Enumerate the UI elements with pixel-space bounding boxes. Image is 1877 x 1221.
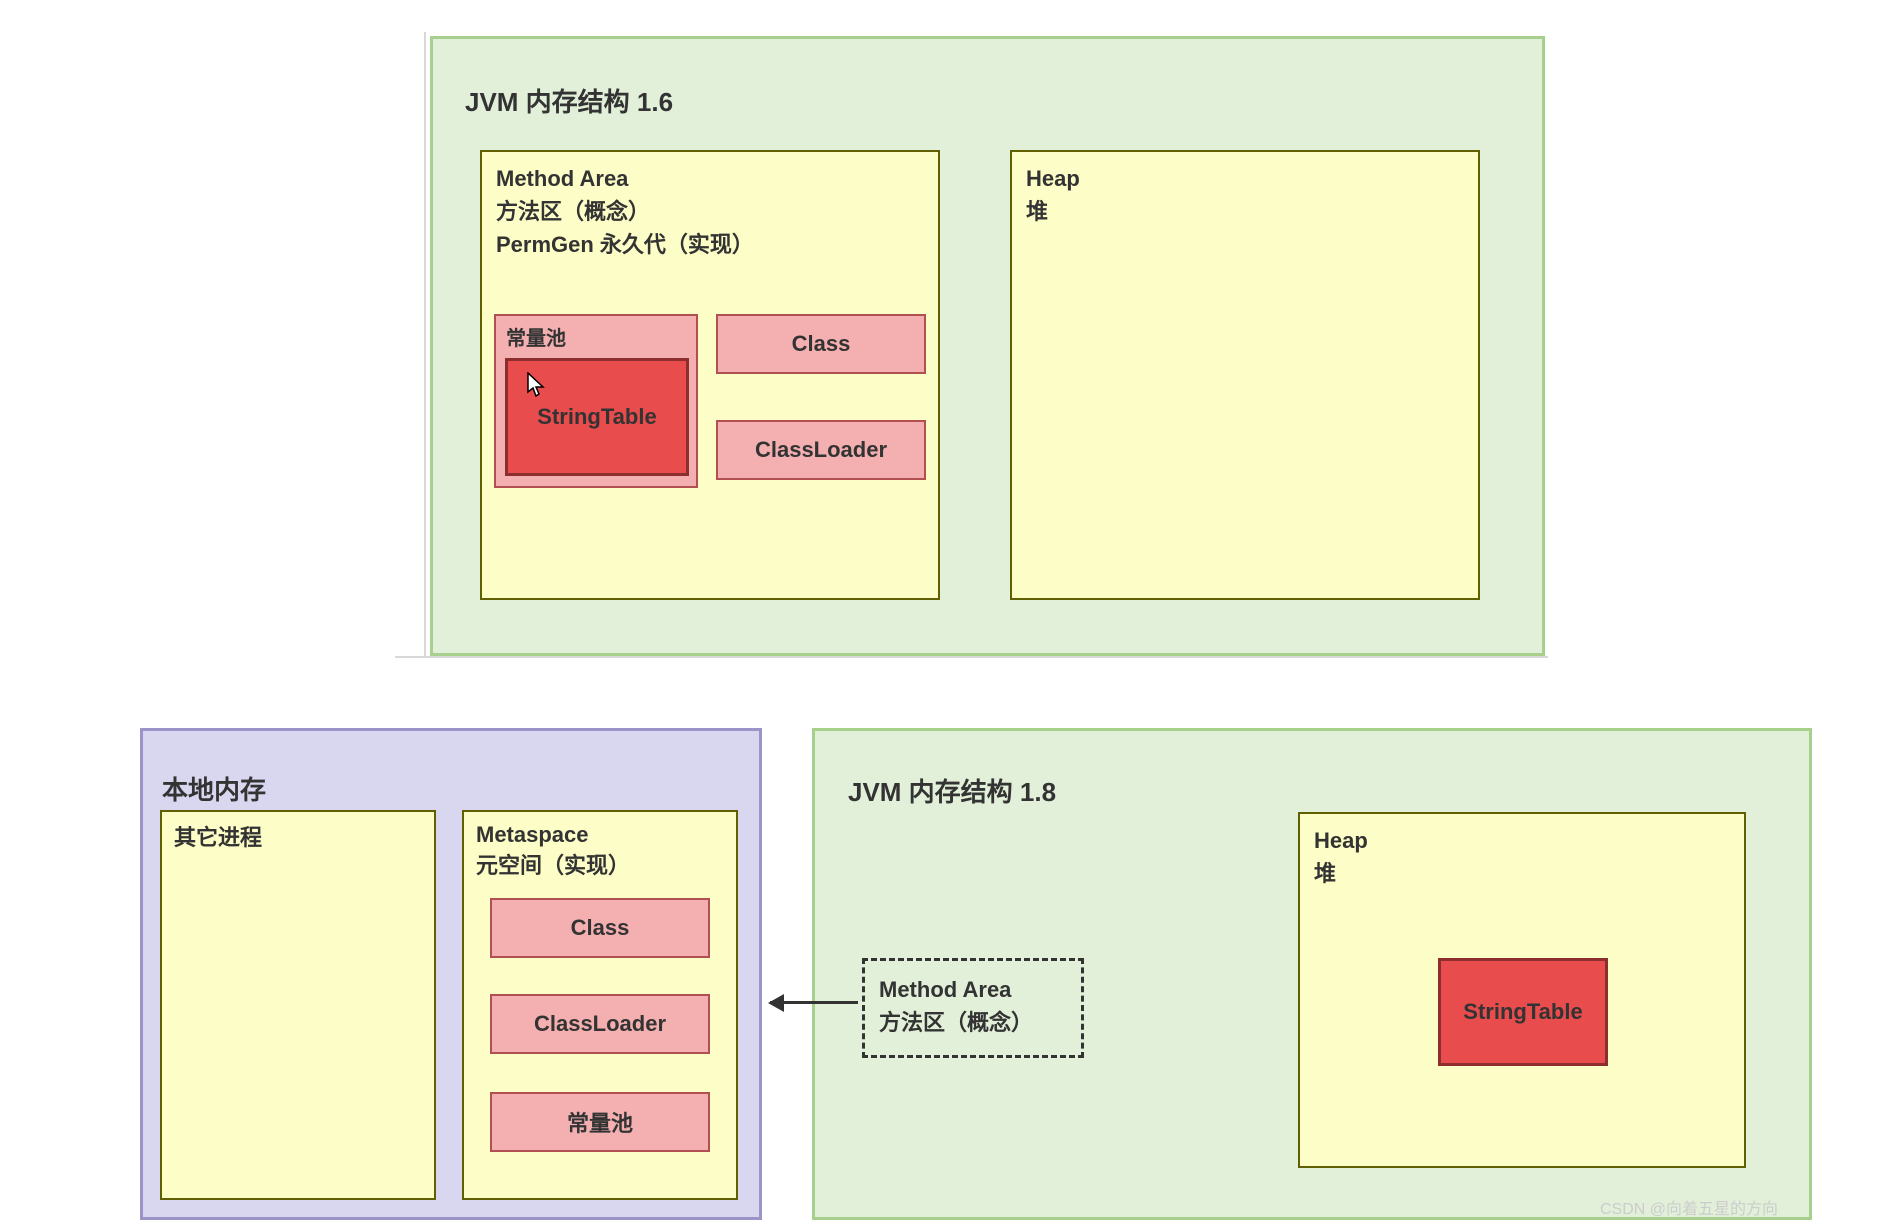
watermark: CSDN @向着五星的方向	[1600, 1195, 1778, 1219]
jvm16-method-line1: Method Area	[496, 162, 754, 195]
jvm16-title: JVM 内存结构 1.6	[465, 82, 673, 119]
jvm16-string-table: StringTable	[505, 358, 689, 476]
arrow-head-icon	[768, 994, 784, 1012]
native-classloader-box: ClassLoader	[490, 994, 710, 1054]
native-other: 其它进程	[160, 810, 436, 1200]
jvm16-classloader-box: ClassLoader	[716, 420, 926, 480]
native-constant-pool-box: 常量池	[490, 1092, 710, 1152]
native-title: 本地内存	[162, 770, 266, 807]
jvm16-method-line2: 方法区（概念）	[496, 195, 754, 228]
jvm18-string-table: StringTable	[1438, 958, 1608, 1066]
jvm16-heap: Heap堆	[1010, 150, 1480, 600]
native-class-box: Class	[490, 898, 710, 958]
jvm16-class-box: Class	[716, 314, 926, 374]
jvm16-method-line3: PermGen 永久代（实现）	[496, 228, 754, 261]
jvm18-title: JVM 内存结构 1.8	[848, 772, 1056, 809]
jvm18-method-area: Method Area方法区（概念）	[862, 958, 1084, 1058]
